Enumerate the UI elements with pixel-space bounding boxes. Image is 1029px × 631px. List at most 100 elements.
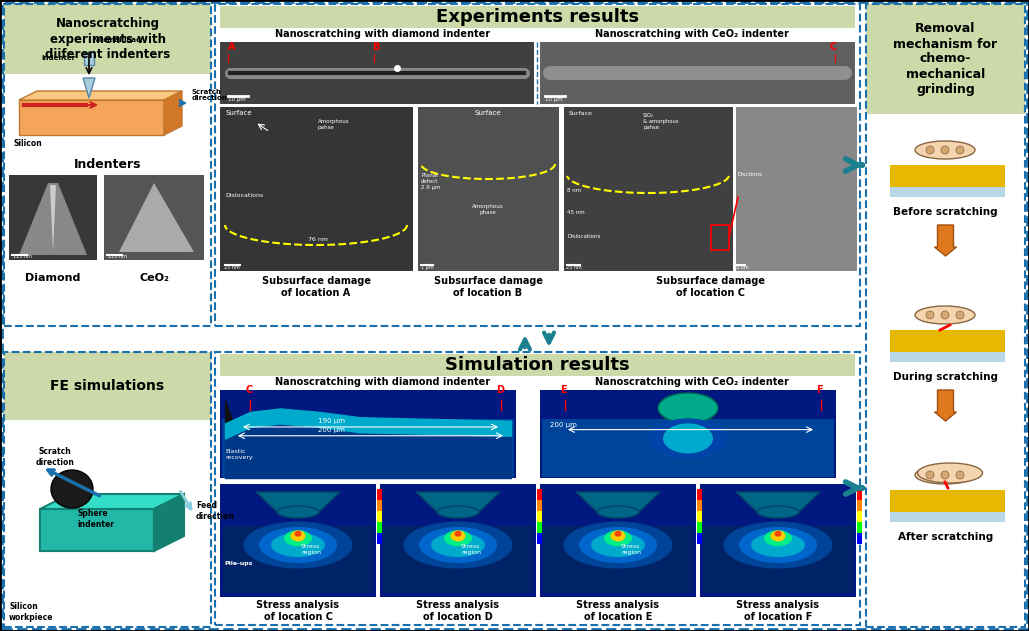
Bar (383, 526, 533, 593)
Ellipse shape (663, 423, 713, 454)
Bar (866, 4, 1025, 114)
Bar (377, 522, 382, 533)
Text: Removal
mechanism for
chemo-
mechanical
grinding: Removal mechanism for chemo- mechanical … (893, 23, 997, 95)
Bar (697, 489, 702, 500)
Bar (222, 419, 514, 477)
Text: Amorphous
phase: Amorphous phase (472, 204, 504, 215)
Bar (697, 500, 702, 511)
Text: E: E (560, 385, 567, 395)
Bar (711, 225, 729, 250)
Text: Before scratching: Before scratching (893, 207, 998, 217)
Ellipse shape (614, 531, 622, 537)
FancyArrow shape (934, 225, 957, 256)
Circle shape (941, 471, 949, 479)
Bar (4, 4, 211, 326)
Text: 190 μm: 190 μm (318, 418, 345, 425)
Text: Dislocations: Dislocations (225, 193, 263, 198)
Polygon shape (50, 185, 56, 252)
Bar (380, 484, 536, 597)
Text: Subsurface damage
of location C: Subsurface damage of location C (655, 276, 765, 298)
Ellipse shape (723, 521, 832, 569)
Text: Pile-ups: Pile-ups (224, 562, 252, 567)
Bar (220, 484, 376, 597)
Text: Amorphous
pahse: Amorphous pahse (318, 119, 350, 130)
Text: 125 nm: 125 nm (13, 254, 32, 259)
Text: Scratch
direction: Scratch direction (36, 447, 74, 467)
Bar (866, 4, 1025, 627)
Ellipse shape (751, 533, 805, 557)
Polygon shape (576, 492, 660, 512)
Text: F: F (816, 385, 822, 395)
Text: 10 μm: 10 μm (545, 97, 563, 102)
Circle shape (956, 471, 964, 479)
Bar (377, 533, 382, 544)
Circle shape (956, 146, 964, 154)
Bar (4, 352, 211, 420)
Text: 25 nm: 25 nm (224, 265, 240, 270)
Bar (697, 511, 702, 522)
Text: 45 nm: 45 nm (567, 209, 584, 215)
Polygon shape (736, 492, 820, 512)
Polygon shape (256, 492, 340, 512)
Bar (857, 533, 862, 544)
Bar (866, 4, 1025, 627)
Ellipse shape (244, 521, 353, 569)
Text: Surface: Surface (474, 110, 501, 116)
Bar (540, 390, 836, 478)
Ellipse shape (451, 531, 465, 541)
Text: 200 μm: 200 μm (318, 427, 345, 433)
Bar (377, 500, 382, 511)
Text: 125 nm: 125 nm (108, 254, 127, 259)
Text: 8 nm: 8 nm (567, 188, 581, 193)
Bar (220, 42, 534, 104)
Text: Disctions: Disctions (738, 172, 762, 177)
Bar (4, 352, 211, 627)
Text: Feed
direction: Feed direction (196, 501, 235, 521)
Text: SiO₂
& amorphous
pahse: SiO₂ & amorphous pahse (643, 114, 678, 130)
Text: Dislocations: Dislocations (567, 234, 600, 239)
Ellipse shape (579, 527, 657, 563)
Ellipse shape (764, 530, 792, 546)
Ellipse shape (648, 418, 728, 458)
Bar (890, 330, 1005, 352)
Text: FE simulations: FE simulations (50, 379, 165, 393)
Polygon shape (164, 91, 182, 135)
Bar (537, 500, 542, 511)
Bar (857, 522, 862, 533)
Circle shape (926, 471, 934, 479)
Bar (104, 175, 204, 260)
Text: Subsurface damage
of location B: Subsurface damage of location B (433, 276, 542, 298)
Text: Stress
region: Stress region (461, 545, 481, 555)
Ellipse shape (564, 521, 673, 569)
Text: 10 μm: 10 μm (228, 97, 246, 102)
Text: Nanoscratching with CeO₂ indenter: Nanoscratching with CeO₂ indenter (596, 377, 789, 387)
Polygon shape (225, 398, 240, 439)
Text: Normal load: Normal load (93, 37, 141, 43)
Ellipse shape (403, 521, 512, 569)
Text: Scratch
direction: Scratch direction (192, 88, 227, 102)
Circle shape (941, 311, 949, 319)
FancyArrow shape (934, 390, 957, 421)
Circle shape (926, 146, 934, 154)
Text: B: B (372, 42, 380, 52)
Bar (564, 107, 733, 271)
Ellipse shape (431, 533, 485, 557)
Bar (220, 6, 855, 28)
Text: 25 nm: 25 nm (566, 265, 581, 270)
Text: Stress analysis
of location E: Stress analysis of location E (576, 600, 660, 622)
Bar (890, 187, 1005, 197)
Ellipse shape (591, 533, 645, 557)
Text: 200 μm: 200 μm (549, 422, 577, 428)
Ellipse shape (771, 531, 785, 541)
Text: C: C (830, 42, 838, 52)
Bar (4, 4, 211, 326)
Text: Planar
defect
2.9 μm: Planar defect 2.9 μm (421, 174, 440, 190)
Bar (890, 352, 1005, 362)
Bar (857, 489, 862, 500)
Bar (220, 390, 516, 478)
Text: 5 nm: 5 nm (736, 265, 749, 270)
Bar (215, 4, 860, 326)
Text: 1 μm: 1 μm (421, 265, 433, 270)
Ellipse shape (419, 527, 497, 563)
Ellipse shape (290, 531, 306, 541)
